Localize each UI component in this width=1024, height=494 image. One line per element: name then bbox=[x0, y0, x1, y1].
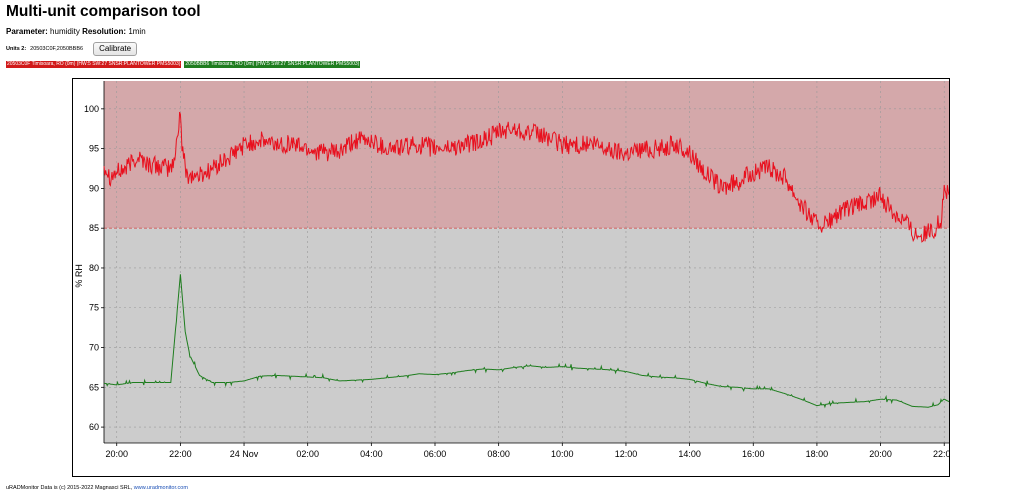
x-tick-label: 04:00 bbox=[360, 449, 383, 459]
x-tick-label: 12:00 bbox=[615, 449, 638, 459]
resolution-value: 1min bbox=[128, 27, 146, 36]
y-tick-label: 70 bbox=[89, 343, 99, 353]
x-tick-label: 20:00 bbox=[105, 449, 128, 459]
units-label: Units 2: bbox=[6, 46, 27, 52]
footer-text: uRADMonitor Data is (c) 2015-2022 Magnas… bbox=[6, 485, 133, 491]
resolution-label: Resolution: bbox=[82, 27, 127, 36]
units-line: Units 2: 20503C0F,2050BBB6 Calibrate bbox=[6, 42, 138, 56]
y-tick-label: 100 bbox=[84, 104, 99, 114]
y-tick-label: 60 bbox=[89, 422, 99, 432]
y-tick-label: 95 bbox=[89, 144, 99, 154]
x-tick-label: 18:00 bbox=[806, 449, 829, 459]
units-value: 20503C0F,2050BBB6 bbox=[30, 46, 84, 52]
humidity-chart: 60 65 70 75 80 85 90 95 100 20:00 22:00 24 Nov 02:00… bbox=[74, 81, 949, 459]
x-tick-label: 22:00 bbox=[169, 449, 192, 459]
x-tick-label: 06:00 bbox=[424, 449, 447, 459]
x-tick-label: 16:00 bbox=[742, 449, 765, 459]
y-tick-label: 80 bbox=[89, 263, 99, 273]
x-tick-label: 02:00 bbox=[296, 449, 319, 459]
series-line-green bbox=[103, 274, 949, 409]
x-tick-label: 22:00 bbox=[933, 449, 949, 459]
x-tick-label: 14:00 bbox=[678, 449, 701, 459]
footer-link[interactable]: www.uradmonitor.com bbox=[133, 485, 188, 491]
x-tick-label: 20:00 bbox=[869, 449, 892, 459]
legend-item-red[interactable]: 20503C0F Timisoara, RO (0m) (HW:5 SW:27 … bbox=[6, 61, 182, 68]
parameter-label: Parameter: bbox=[6, 27, 48, 36]
parameter-value: humidity bbox=[50, 27, 80, 36]
x-tick-label: 10:00 bbox=[551, 449, 574, 459]
x-tick-label: 24 Nov bbox=[230, 449, 259, 459]
high-humidity-band bbox=[104, 81, 949, 229]
footer: uRADMonitor Data is (c) 2015-2022 Magnas… bbox=[6, 485, 188, 491]
y-tick-label: 90 bbox=[89, 183, 99, 193]
page-title: Multi-unit comparison tool bbox=[6, 3, 201, 20]
low-humidity-band bbox=[104, 228, 949, 443]
chart-legend: 20503C0F Timisoara, RO (0m) (HW:5 SW:27 … bbox=[6, 61, 361, 68]
parameter-line: Parameter: humidity Resolution: 1min bbox=[6, 27, 146, 36]
y-axis-label: % RH bbox=[74, 264, 84, 288]
x-tick-label: 08:00 bbox=[487, 449, 510, 459]
calibrate-button[interactable]: Calibrate bbox=[93, 42, 138, 56]
chart-frame: 60 65 70 75 80 85 90 95 100 20:00 22:00 24 Nov 02:00… bbox=[72, 78, 950, 477]
y-tick-label: 65 bbox=[89, 382, 99, 392]
legend-item-green[interactable]: 2050BBB6 Timisoara, RO (0m) (HW:5 SW:27 … bbox=[184, 61, 361, 68]
series-line-red bbox=[103, 111, 949, 243]
y-tick-label: 75 bbox=[89, 303, 99, 313]
y-tick-label: 85 bbox=[89, 223, 99, 233]
